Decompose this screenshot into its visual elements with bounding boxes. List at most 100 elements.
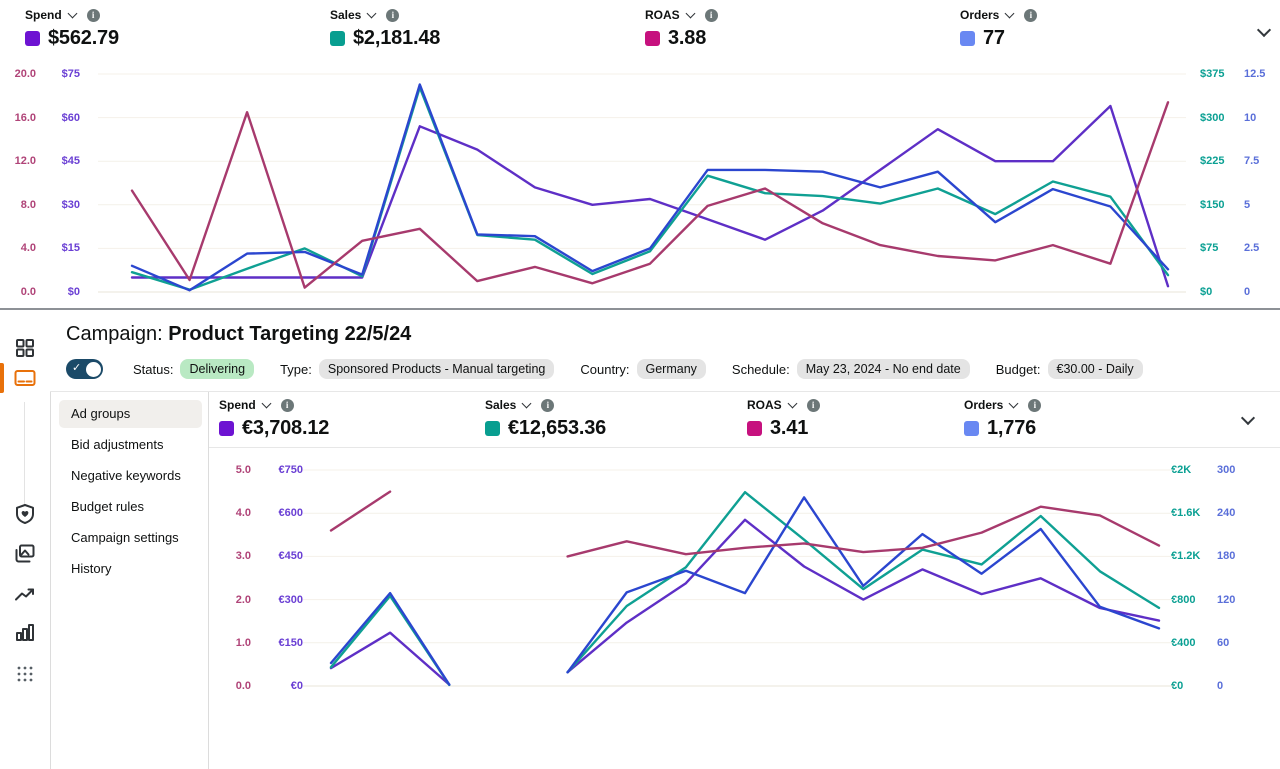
campaign-sidebar-nav: Ad groups Bid adjustments Negative keyword… [50,392,208,769]
metric-color-swatch [330,31,345,46]
info-icon[interactable]: i [704,8,718,22]
brand-shield-icon[interactable] [13,502,37,526]
axis-tick-label: €2K [1171,464,1192,476]
axis-tick-label: €150 [278,636,303,649]
metric-color-swatch [219,421,234,436]
axis-tick-label: €800 [1171,593,1196,606]
axis-tick-label: 5.0 [235,464,251,476]
metric-value: $2,181.48 [353,27,441,49]
axis-tick-label: €1.6K [1171,507,1201,520]
axis-tick-label: $150 [1200,198,1225,211]
metric-block: Sales i €12,653.36 [485,398,606,440]
top-roas-axis: 20.0 16.0 12.0 8.0 4.0 0.0 [4,68,36,298]
metric-block: Spend i $562.79 [25,8,119,50]
campaign-spend-axis: €750 €600 €450 €300 €150 €0 [261,464,303,692]
axis-tick-label: 12.5 [1244,68,1266,80]
collapse-campaign-chart-button[interactable] [1240,410,1256,428]
toggle-knob [85,361,101,377]
metric-dropdown[interactable]: Orders i [960,8,1038,22]
info-icon[interactable]: i [86,8,100,22]
metric-label: Sales [330,8,362,22]
metric-color-swatch [960,31,975,46]
metric-dropdown[interactable]: ROAS i [747,398,820,412]
metric-label: ROAS [747,398,782,412]
nav-item[interactable]: Negative keywords [71,468,181,483]
axis-tick-label: 12.0 [14,155,36,168]
metric-dropdown[interactable]: Spend i [219,398,329,412]
account-summary-line-chart [98,73,1186,293]
chevron-down-icon [1240,410,1256,426]
creative-images-icon[interactable] [13,542,37,566]
metric-label: Orders [960,8,1000,22]
axis-tick-label: €0 [1171,679,1184,692]
nav-item[interactable]: Ad groups [59,400,202,428]
metric-dropdown[interactable]: Spend i [25,8,119,22]
axis-tick-label: $225 [1200,155,1225,168]
top-sales-axis: $375 $300 $225 $150 $75 $0 [1200,68,1242,298]
page-title: Campaign: Product Targeting 22/5/24 [66,323,412,345]
axis-tick-label: 0 [1244,285,1251,298]
metric-dropdown[interactable]: Orders i [964,398,1042,412]
metric-block: Sales i $2,181.48 [330,8,440,50]
metric-value: $562.79 [48,27,119,49]
campaigns-card-icon[interactable] [13,366,37,390]
info-icon[interactable]: i [386,8,400,22]
campaign-chart-panel: Spend i €3,708.12 Sales [208,392,1280,769]
axis-tick-label: €450 [278,550,303,563]
axis-tick-label: 5 [1244,198,1251,211]
campaign-attribute: Budget: €30.00 - Daily [996,359,1143,379]
nav-item[interactable]: Budget rules [71,499,144,514]
home-grid-icon[interactable] [13,336,37,360]
metric-value: 1,776 [987,417,1037,439]
axis-tick-label: $300 [1200,111,1225,124]
info-icon[interactable]: i [806,398,820,412]
metric-color-swatch [485,421,500,436]
metric-dropdown[interactable]: Sales i [485,398,606,412]
chevron-down-icon [366,8,377,19]
collapse-top-chart-button[interactable] [1256,22,1272,40]
axis-tick-label: $15 [61,242,80,255]
info-icon[interactable]: i [541,398,555,412]
status-toggle[interactable]: ✓ [66,359,103,379]
metric-block: Orders i 1,776 [964,398,1042,440]
apps-grid-dots-icon[interactable] [13,662,37,686]
metric-dropdown[interactable]: ROAS i [645,8,718,22]
axis-tick-label: 16.0 [14,111,36,124]
metric-value: €12,653.36 [508,417,607,439]
campaign-orders-axis: 300 240 180 120 60 0 [1217,464,1255,692]
metric-value: 3.88 [668,27,707,49]
nav-item[interactable]: Bid adjustments [71,437,164,452]
reports-bars-icon[interactable] [13,620,37,644]
nav-item[interactable]: History [71,561,112,576]
info-icon[interactable]: i [280,398,294,412]
metric-dropdown[interactable]: Sales i [330,8,440,22]
campaign-attribute: Schedule: May 23, 2024 - No end date [732,359,970,379]
metric-label: Spend [219,398,256,412]
chevron-down-icon [521,398,532,409]
axis-tick-label: 0.0 [20,285,36,298]
attribute-badge: May 23, 2024 - No end date [796,359,970,379]
axis-tick-label: 240 [1217,507,1236,520]
axis-tick-label: €300 [278,593,303,606]
metric-value: €3,708.12 [242,417,330,439]
attribute-badge: Delivering [180,359,255,379]
info-icon[interactable]: i [1028,398,1042,412]
axis-tick-label: $0 [1200,285,1213,298]
attribute-badge: Sponsored Products - Manual targeting [318,359,555,379]
axis-tick-label: €400 [1171,636,1196,649]
insights-trend-icon[interactable] [13,582,37,606]
attribute-label: Status: [133,361,174,377]
axis-tick-label: 0.0 [235,679,251,692]
top-spend-axis: $75 $60 $45 $30 $15 $0 [44,68,80,298]
axis-tick-label: 120 [1217,593,1236,606]
metric-value: 77 [983,27,1005,49]
axis-tick-label: $0 [67,285,80,298]
attribute-badge: Germany [636,359,706,379]
info-icon[interactable]: i [1024,8,1038,22]
nav-item[interactable]: Campaign settings [71,530,179,545]
axis-tick-label: 4.0 [20,242,36,255]
campaign-sales-axis: €2K €1.6K €1.2K €800 €400 €0 [1171,464,1215,692]
axis-tick-label: 4.0 [235,507,251,520]
campaign-metrics-row: Spend i €3,708.12 Sales [209,392,1280,448]
metric-block: Orders i 77 [960,8,1038,50]
